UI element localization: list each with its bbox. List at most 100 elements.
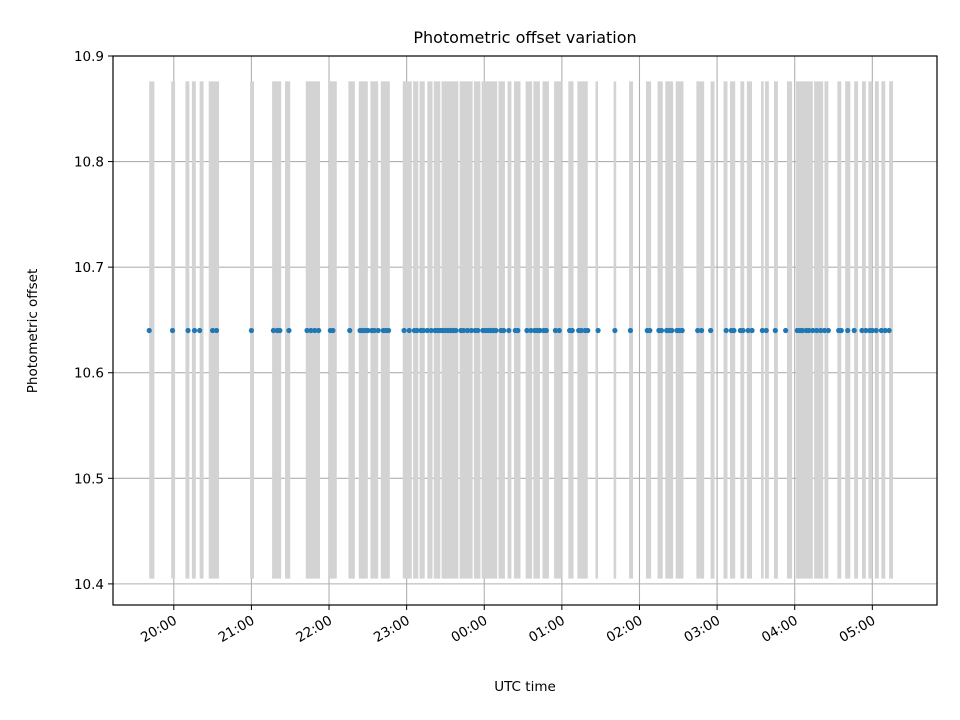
x-tick-label: 20:00 xyxy=(138,613,180,646)
data-point xyxy=(772,327,778,334)
data-point xyxy=(585,327,591,334)
x-tick-label: 02:00 xyxy=(604,613,646,646)
x-tick-label: 00:00 xyxy=(449,613,491,646)
data-point xyxy=(851,327,857,334)
data-point xyxy=(475,327,481,334)
x-tick-label: 01:00 xyxy=(526,613,568,646)
data-point xyxy=(414,327,420,334)
data-point xyxy=(552,327,558,334)
data-point xyxy=(745,327,751,334)
y-tick-label: 10.4 xyxy=(74,577,104,593)
data-point xyxy=(506,327,512,334)
data-point xyxy=(286,327,292,334)
y-tick-label: 10.7 xyxy=(74,260,104,276)
data-point xyxy=(375,327,381,334)
data-point xyxy=(838,327,844,334)
data-point xyxy=(783,327,789,334)
x-tick-label: 21:00 xyxy=(216,613,258,646)
data-point xyxy=(213,327,220,334)
data-point xyxy=(401,327,407,334)
x-tick-label: 04:00 xyxy=(759,613,801,646)
data-point xyxy=(740,327,746,334)
data-point xyxy=(185,327,191,334)
data-point xyxy=(460,327,467,334)
data-point xyxy=(197,327,203,334)
data-point xyxy=(612,327,618,334)
data-point xyxy=(595,327,601,334)
data-point xyxy=(347,327,353,334)
x-axis-label: UTC time xyxy=(494,679,556,695)
data-point xyxy=(723,327,729,334)
y-tick-label: 10.6 xyxy=(74,366,104,382)
data-point xyxy=(817,327,824,334)
shaded-interval xyxy=(786,81,793,579)
data-point xyxy=(515,327,521,334)
data-point xyxy=(210,327,216,334)
y-axis-ticks: 10.4 10.5 10.6 10.7 10.8 10.9 xyxy=(74,49,113,593)
data-point xyxy=(569,327,575,334)
data-point xyxy=(669,327,675,334)
data-point xyxy=(406,327,412,334)
y-tick-label: 10.9 xyxy=(74,49,104,65)
data-point xyxy=(365,327,371,334)
data-point xyxy=(304,327,310,334)
data-point xyxy=(658,327,665,334)
data-point xyxy=(763,327,769,334)
chart-title: Photometric offset variation xyxy=(413,28,636,47)
data-point xyxy=(420,327,427,334)
data-point xyxy=(759,327,765,334)
data-point xyxy=(731,327,737,334)
x-tick-label: 22:00 xyxy=(293,613,335,646)
plot-area-frame xyxy=(112,55,938,606)
data-point xyxy=(316,327,322,334)
data-point xyxy=(308,327,314,334)
data-point xyxy=(647,327,653,334)
data-point xyxy=(277,327,283,334)
data-point xyxy=(806,327,812,334)
data-point xyxy=(878,327,884,334)
data-point xyxy=(556,327,562,334)
data-point xyxy=(698,327,705,334)
data-point xyxy=(371,327,377,334)
data-point xyxy=(330,327,336,334)
y-axis-label: Photometric offset xyxy=(25,269,41,393)
y-tick-label: 10.8 xyxy=(74,155,104,171)
data-point xyxy=(708,327,714,334)
y-tick-label: 10.5 xyxy=(74,471,104,487)
data-point xyxy=(468,327,474,334)
data-point xyxy=(695,327,701,334)
data-point xyxy=(814,327,820,334)
data-points xyxy=(146,327,892,334)
shaded-interval xyxy=(149,81,155,579)
data-point xyxy=(464,327,471,334)
data-point xyxy=(869,327,875,334)
data-point xyxy=(270,327,277,334)
data-point xyxy=(799,327,806,334)
data-point xyxy=(385,327,392,334)
data-point xyxy=(312,327,318,334)
data-point xyxy=(863,327,869,334)
data-point xyxy=(146,327,152,334)
x-tick-label: 23:00 xyxy=(371,613,413,646)
data-point xyxy=(428,327,434,334)
data-point xyxy=(679,327,685,334)
x-tick-label: 03:00 xyxy=(681,613,723,646)
data-point xyxy=(501,327,507,334)
data-point xyxy=(821,327,828,334)
x-axis-ticks: 20:00 21:00 22:00 23:00 00:00 01:00 02:00 03:00… xyxy=(138,605,878,646)
data-point xyxy=(845,327,851,334)
data-point xyxy=(524,327,530,334)
data-point xyxy=(424,327,430,334)
data-point xyxy=(191,327,198,334)
data-point xyxy=(859,327,865,334)
data-point xyxy=(810,327,816,334)
data-point xyxy=(248,327,255,334)
data-point xyxy=(453,327,459,334)
data-point xyxy=(537,327,543,334)
shaded-intervals xyxy=(149,81,894,579)
data-point xyxy=(749,327,755,334)
data-point xyxy=(825,327,831,334)
data-point xyxy=(627,327,634,334)
data-point xyxy=(169,327,176,334)
